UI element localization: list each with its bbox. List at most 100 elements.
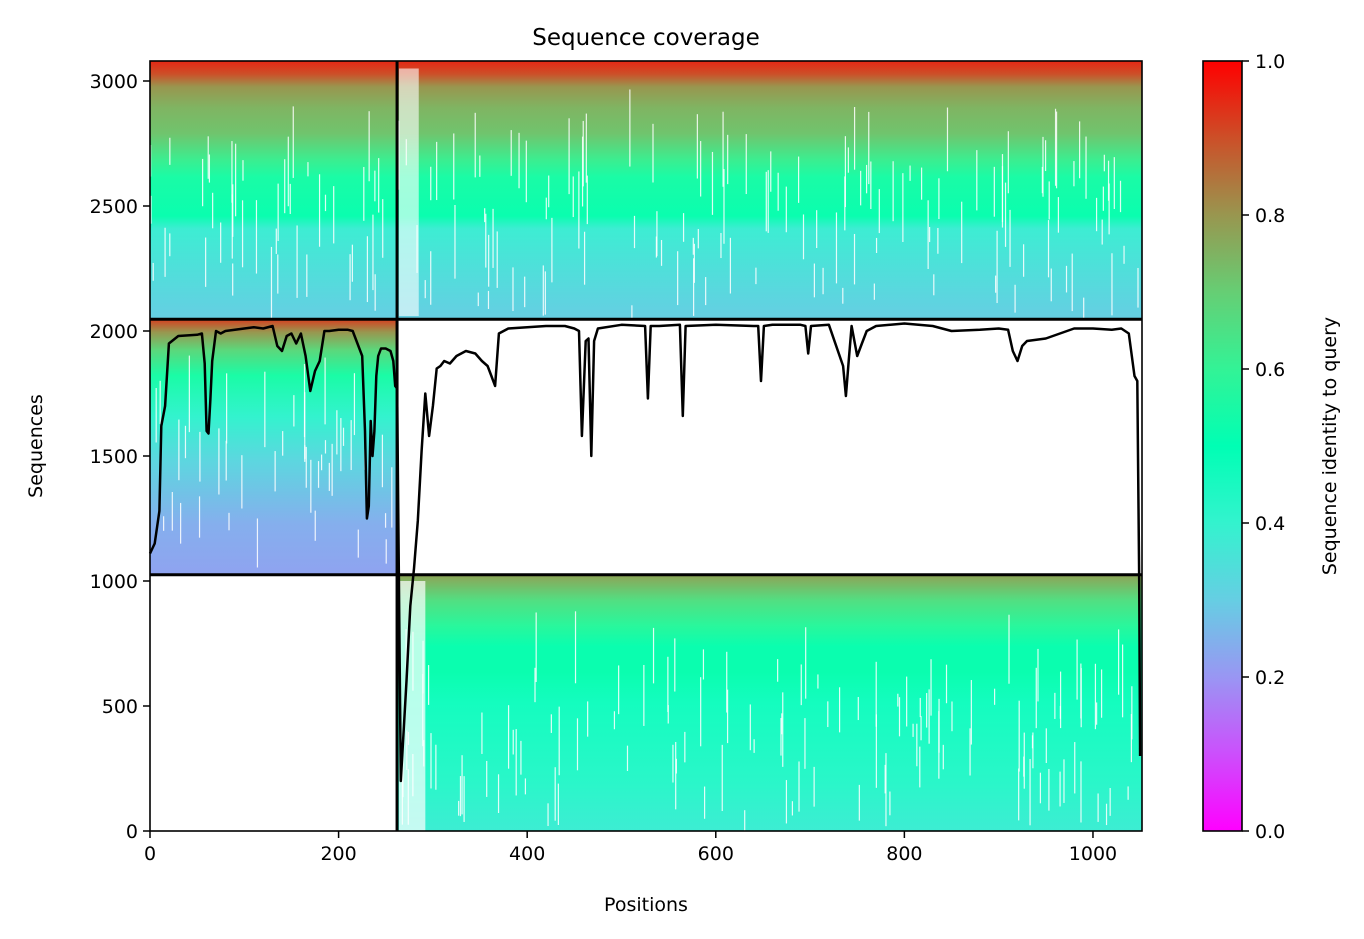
gap-mark: [487, 290, 490, 309]
gap-mark: [169, 233, 171, 257]
gap-mark: [275, 228, 277, 254]
gap-mark: [626, 745, 629, 771]
gap-mark: [656, 211, 658, 257]
gap-mark: [919, 697, 921, 718]
gap-mark: [199, 431, 201, 482]
gap-mark: [755, 267, 757, 285]
gap-mark: [860, 170, 862, 206]
gap-mark: [507, 705, 510, 769]
gap-mark: [424, 280, 426, 299]
gap-mark: [847, 147, 849, 173]
gap-mark: [813, 766, 815, 807]
gap-mark: [1097, 793, 1099, 822]
gap-mark: [702, 649, 705, 680]
gap-mark: [800, 664, 802, 706]
gap-mark: [1045, 728, 1047, 763]
gap-mark: [581, 136, 584, 207]
gap-mark: [700, 141, 702, 197]
gap-mark: [791, 801, 794, 816]
gap-mark: [674, 638, 676, 692]
gap-mark: [544, 271, 546, 315]
gap-mark: [655, 236, 657, 258]
gap-mark: [1079, 121, 1081, 179]
gap-mark: [1008, 614, 1010, 684]
gap-mark: [289, 183, 291, 214]
heatmap-block: [397, 61, 1143, 320]
gap-mark: [875, 661, 877, 727]
gap-mark: [435, 744, 437, 790]
gap-mark: [1102, 186, 1104, 211]
gap-mark: [633, 215, 636, 249]
gap-mark: [180, 502, 182, 544]
gap-mark: [235, 143, 237, 217]
gap-mark: [782, 692, 784, 767]
gap-mark: [363, 166, 365, 221]
gap-mark: [207, 136, 209, 179]
coverage-line: [148, 322, 1142, 783]
y-tick-label: 3000: [90, 71, 138, 93]
gap-mark: [324, 357, 326, 425]
gap-mark: [813, 263, 815, 298]
gap-mark: [835, 212, 838, 284]
gap-mark: [304, 445, 306, 459]
gap-mark: [1083, 297, 1085, 320]
gap-mark: [198, 496, 201, 538]
gap-mark: [976, 150, 978, 211]
y-tick-label: 1000: [90, 571, 138, 593]
gap-mark: [1073, 161, 1075, 187]
gap-mark: [318, 174, 321, 247]
gap-mark: [726, 689, 729, 744]
gap-mark: [805, 627, 807, 699]
gap-mark: [155, 388, 157, 443]
gap-mark: [163, 516, 165, 531]
gap-mark: [842, 287, 844, 304]
gap-mark: [551, 217, 553, 283]
gap-mark: [385, 539, 387, 564]
colorbar-tick-label: 0.2: [1255, 667, 1285, 689]
gap-mark: [159, 380, 161, 425]
gap-mark: [961, 201, 963, 264]
gap-mark: [520, 740, 522, 775]
gap-mark: [1100, 669, 1103, 718]
gap-mark: [328, 462, 330, 491]
gap-mark: [1118, 629, 1120, 695]
gap-mark: [933, 274, 935, 296]
gap-mark: [1071, 253, 1073, 312]
gap-mark: [722, 111, 724, 187]
gap-mark: [1048, 768, 1050, 811]
gap-mark: [1029, 758, 1031, 826]
chart-title: Sequence coverage: [532, 25, 760, 51]
gap-mark: [366, 236, 369, 303]
gap-mark: [277, 254, 279, 294]
gap-mark: [270, 246, 273, 319]
gap-mark: [618, 665, 620, 715]
gap-mark: [912, 723, 914, 737]
gap-mark: [1127, 786, 1129, 800]
gap-mark: [241, 455, 243, 509]
gap-mark: [928, 689, 930, 744]
gap-mark: [798, 761, 800, 812]
gap-mark: [1074, 742, 1076, 794]
gap-mark: [780, 717, 782, 756]
x-tick-label: 600: [698, 843, 734, 865]
gap-mark: [331, 443, 333, 496]
gap-mark: [868, 111, 870, 185]
gap-mark: [993, 166, 995, 217]
gap-mark: [357, 529, 359, 558]
gap-mark: [1023, 756, 1025, 777]
gap-mark: [909, 165, 911, 181]
gap-mark: [884, 764, 886, 794]
gap-mark: [938, 178, 940, 220]
gap-mark: [1137, 267, 1139, 308]
gap-mark: [492, 208, 494, 268]
gap-mark: [277, 183, 279, 242]
gap-mark: [919, 746, 921, 788]
gap-mark: [205, 237, 207, 287]
gap-mark: [458, 800, 460, 816]
gap-mark: [817, 674, 819, 689]
gap-mark: [1048, 181, 1050, 220]
gap-mark: [844, 176, 846, 231]
colorbar-tick-label: 0.4: [1255, 513, 1285, 535]
gap-mark: [703, 786, 706, 819]
x-tick-label: 400: [509, 843, 545, 865]
